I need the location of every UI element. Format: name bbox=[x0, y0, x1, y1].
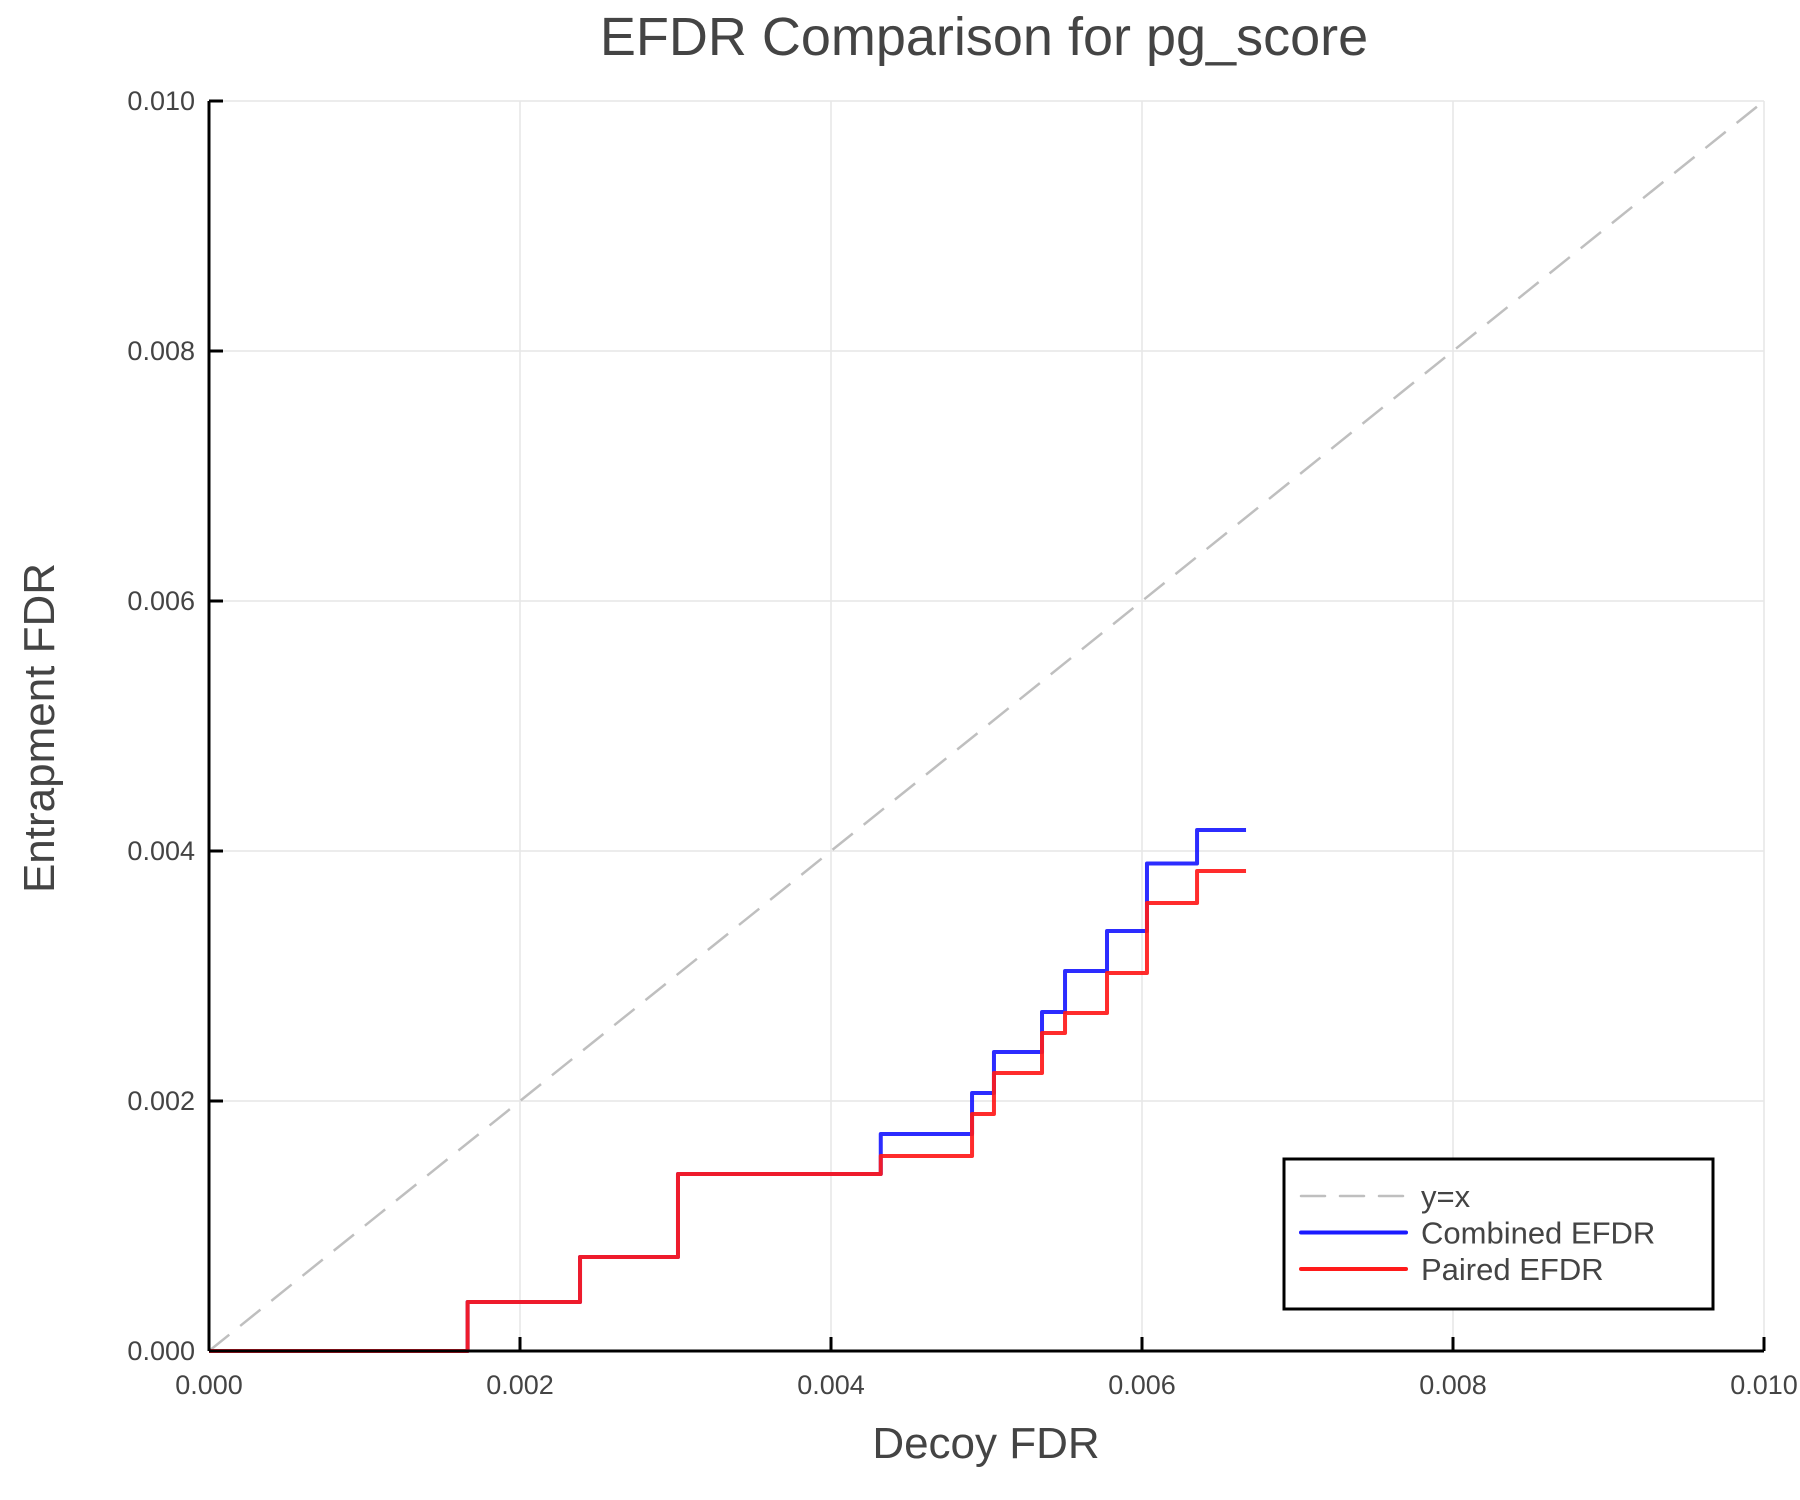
x-tick-label: 0.010 bbox=[1730, 1370, 1798, 1400]
y-tick-label: 0.000 bbox=[127, 1336, 195, 1366]
x-tick-label: 0.006 bbox=[1108, 1370, 1176, 1400]
axes: 0.000 0.002 0.004 0.006 0.008 0.010 0.000 0.002… bbox=[127, 86, 1797, 1400]
x-tick-label: 0.008 bbox=[1419, 1370, 1487, 1400]
x-axis-label: Decoy FDR bbox=[872, 1419, 1099, 1468]
y-tick-label: 0.010 bbox=[127, 86, 195, 116]
y-tick-label: 0.002 bbox=[127, 1086, 195, 1116]
combined-efdr-line bbox=[209, 828, 1247, 1353]
series-group bbox=[208, 100, 1765, 1353]
x-tick-label: 0.000 bbox=[175, 1370, 243, 1400]
x-tick-label: 0.002 bbox=[486, 1370, 554, 1400]
y-x-line bbox=[208, 100, 1765, 1352]
legend-label: y=x bbox=[1421, 1179, 1471, 1214]
y-tick-label: 0.004 bbox=[127, 836, 195, 866]
legend-label: Paired EFDR bbox=[1421, 1252, 1604, 1287]
x-tick-label: 0.004 bbox=[797, 1370, 865, 1400]
chart-title: EFDR Comparison for pg_score bbox=[600, 7, 1368, 67]
y-tick-label: 0.008 bbox=[127, 336, 195, 366]
legend-label: Combined EFDR bbox=[1421, 1216, 1655, 1251]
paired-efdr-line bbox=[209, 869, 1247, 1353]
y-axis-label: Entrapment FDR bbox=[15, 563, 64, 893]
y-tick-label: 0.006 bbox=[127, 586, 195, 616]
